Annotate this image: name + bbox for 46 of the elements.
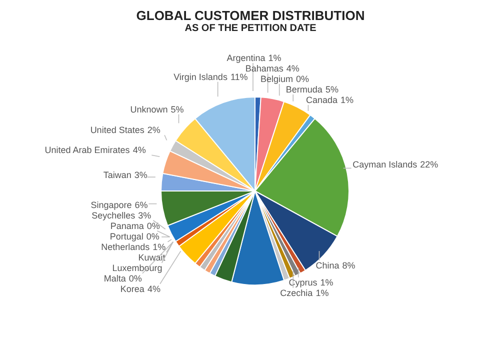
- slice-label: Czechia: [280, 288, 313, 298]
- slice-label: Unknown: [130, 104, 168, 114]
- data-label: 1%: [340, 94, 354, 105]
- data-label: 1%: [268, 52, 282, 63]
- slice-label: Cayman Islands: [352, 159, 418, 170]
- data-label: 8%: [342, 260, 356, 270]
- slice-label: Virgin Islands: [174, 72, 228, 82]
- data-label: 4%: [286, 63, 300, 74]
- data-label: 4%: [132, 145, 146, 156]
- slice-label: Netherlands: [101, 242, 150, 252]
- text: 0%: [146, 231, 160, 242]
- chart-title: GLOBAL CUSTOMER DISTRIBUTION: [135, 8, 366, 23]
- slice-label: Bermuda: [286, 84, 322, 94]
- slice-label: Korea: [120, 284, 144, 294]
- slice-label: Seychelles: [92, 210, 136, 220]
- category-label: Panama: [110, 220, 144, 231]
- chart-subtitle: AS OF THE PETITION DATE: [184, 23, 318, 34]
- slice-label: Argentina: [226, 52, 266, 63]
- data-label: 1%: [316, 288, 329, 298]
- slice-label: Taiwan: [103, 170, 132, 180]
- data-label: 3%: [134, 170, 148, 180]
- legend-label: Kuwait: [138, 252, 166, 262]
- category-label: Belgium: [260, 74, 294, 84]
- slice-label: Cyprus: [288, 277, 318, 288]
- data-label: 2%: [147, 125, 160, 136]
- data-label: 3%: [138, 210, 152, 220]
- slice-label: United States: [90, 125, 145, 136]
- category-label: Luxembourg: [112, 262, 162, 273]
- slice-label: Bahamas: [245, 63, 284, 74]
- category-label: Malta: [104, 273, 126, 284]
- data-label: 5%: [170, 104, 184, 114]
- text: 0%: [296, 74, 310, 84]
- legend-label: Portugal: [110, 231, 144, 242]
- data-label: 5%: [325, 84, 338, 94]
- data-label: 6%: [134, 200, 148, 210]
- data-label: 22%: [420, 159, 438, 170]
- data-label: 11%: [230, 72, 248, 82]
- text: 0%: [146, 220, 160, 231]
- text: 0%: [128, 273, 142, 284]
- slice-label: Singapore: [90, 200, 132, 210]
- slice-label: United Arab Emirates: [44, 145, 130, 156]
- data-label: 4%: [147, 284, 160, 294]
- data-label: 1%: [152, 242, 166, 252]
- slice-label: Canada: [306, 94, 338, 105]
- slice-label: China: [316, 260, 340, 270]
- data-label: 1%: [320, 277, 334, 288]
